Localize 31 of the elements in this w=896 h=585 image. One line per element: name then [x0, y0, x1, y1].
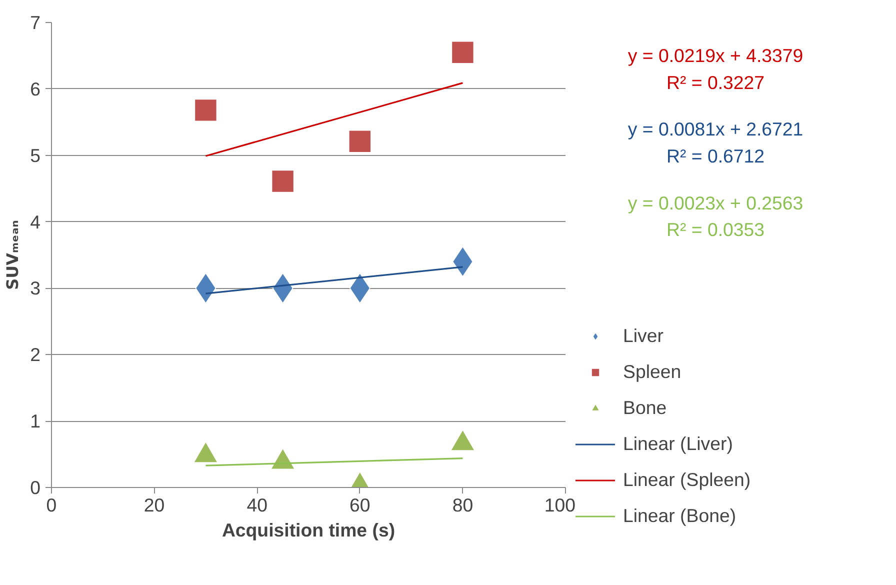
y-tick-label: 0	[30, 477, 41, 498]
text: y = 0.0023x + 0.2563 R² = 0.0353	[628, 192, 804, 240]
y-tick-label: 4	[30, 211, 41, 232]
point	[194, 98, 218, 122]
x-tick-label: 40	[246, 494, 268, 516]
legend-label: Linear (Bone)	[623, 505, 736, 527]
y-tick-label: 3	[30, 278, 41, 299]
x-tick-label: 20	[144, 494, 165, 516]
y-axis-title: SUVₘₑₐₙ	[3, 220, 22, 290]
point	[348, 130, 372, 153]
legend-label: Linear (Liver)	[623, 433, 733, 455]
point	[450, 429, 476, 451]
point	[193, 441, 218, 463]
legend-label: Linear (Spleen)	[623, 469, 751, 491]
text: y = 0.0219x + 4.3379 R² = 0.3227	[628, 44, 804, 93]
x-axis-title: Acquisition time (s)	[222, 520, 396, 540]
x-tick-label: 60	[350, 494, 370, 516]
legend-label: Spleen	[623, 361, 682, 383]
point	[271, 170, 294, 193]
point	[451, 40, 474, 64]
text: y = 0.0081x + 2.6721 R² = 0.6712	[628, 118, 804, 166]
x-tick-label: 80	[452, 494, 474, 516]
y-tick-label: 7	[30, 12, 41, 33]
y-tick-label: 5	[30, 144, 41, 166]
legend-label: Liver	[623, 325, 664, 347]
y-tick-label: 1	[30, 410, 41, 432]
x-tick-label: 100	[544, 494, 576, 516]
x-tick-label: 0	[46, 494, 57, 516]
y-tick-label: 6	[30, 78, 41, 100]
legend-label: Bone	[623, 397, 667, 419]
y-tick-label: 2	[30, 344, 41, 366]
